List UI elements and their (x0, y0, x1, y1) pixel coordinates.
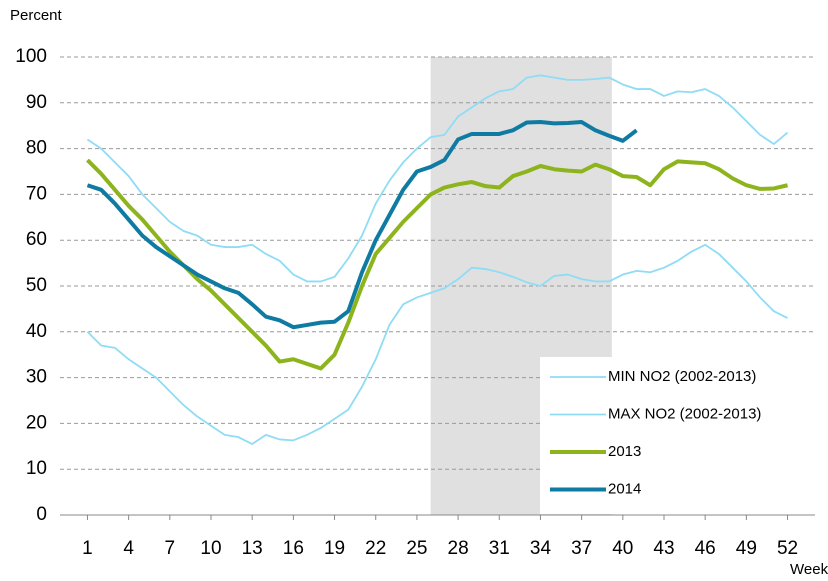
x-tick-label: 37 (571, 538, 592, 559)
x-tick-label: 4 (123, 538, 134, 559)
x-tick-label: 34 (530, 538, 552, 559)
y-tick-label: 10 (26, 458, 47, 479)
y-tick-label: 60 (26, 229, 47, 250)
x-tick-label: 1 (82, 538, 93, 559)
y-axis-title: Percent (10, 7, 63, 24)
x-tick-label: 19 (324, 538, 345, 559)
x-tick-label: 43 (653, 538, 674, 559)
x-tick-label: 49 (736, 538, 757, 559)
x-tick-label: 25 (406, 538, 427, 559)
x-tick-label: 22 (365, 538, 386, 559)
x-tick-label: 40 (612, 538, 633, 559)
legend: MIN NO2 (2002-2013) MAX NO2 (2002-2013) 20… (540, 357, 828, 514)
y-tick-label: 80 (26, 138, 47, 159)
x-tick-label: 31 (489, 538, 510, 559)
y-tick-label: 30 (26, 367, 47, 388)
y-tick-label: 70 (26, 183, 47, 204)
y-tick-label: 50 (26, 275, 47, 296)
legend-label: 2014 (608, 480, 641, 497)
x-tick-label: 13 (242, 538, 263, 559)
x-tick-label: 16 (283, 538, 304, 559)
series-line (86, 243, 788, 445)
y-tick-label: 0 (36, 504, 47, 525)
legend-label: MIN NO2 (2002-2013) (608, 368, 756, 385)
y-tick-label: 100 (15, 46, 47, 67)
series-line (86, 158, 788, 371)
series-line (86, 120, 638, 330)
y-tick-label: 40 (26, 321, 47, 342)
x-tick-label: 7 (165, 538, 176, 559)
x-tick-label: 46 (695, 538, 716, 559)
y-tick-label: 20 (26, 412, 47, 433)
y-tick-label: 90 (26, 92, 47, 113)
series-line (86, 74, 789, 283)
x-tick-label: 10 (200, 538, 221, 559)
x-tick-label: 52 (777, 538, 798, 559)
x-tick-label: 28 (448, 538, 469, 559)
legend-label: MAX NO2 (2002-2013) (608, 405, 761, 422)
plot-area: 0 10 20 30 40 50 60 70 80 90 100 1 4 7 10 13 16 19 22 25 28 3… (15, 46, 815, 559)
legend-label: 2013 (608, 443, 641, 460)
x-axis-title: Week (790, 561, 828, 578)
